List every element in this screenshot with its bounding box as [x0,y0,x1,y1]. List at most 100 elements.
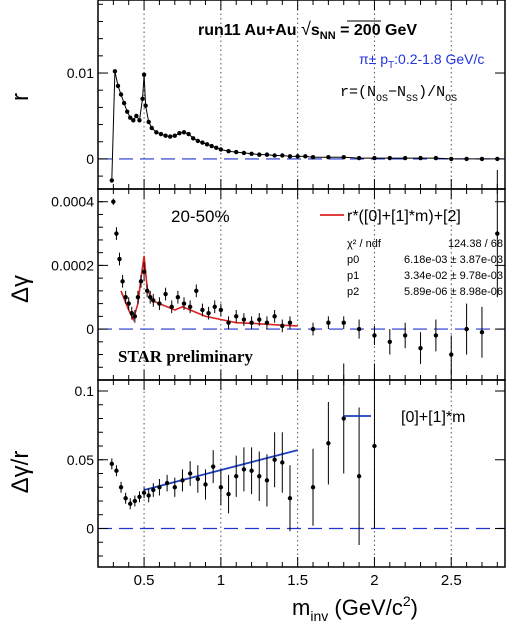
data-point [272,314,277,319]
data-point [195,476,201,482]
data-point [249,320,254,325]
data-point [433,333,439,338]
stat-value: 124.38 / 68 [448,238,503,250]
data-point [310,485,316,490]
data-point [206,310,211,316]
data-point [169,304,174,309]
data-point [164,480,170,486]
data-point [326,320,331,325]
y-tick-label: 0 [86,321,94,337]
data-point [151,298,156,303]
collision-title: run11 Au+Au √sNN = 200 GeV [198,19,417,42]
stat-value: 6.18e-03 ± 3.87e-03 [404,254,503,266]
data-point [212,304,217,309]
r-formula: r=(NOS−NSS)/NOS [340,84,457,105]
data-point [210,464,216,469]
data-point [257,317,262,322]
data-point [187,304,193,309]
data-point [144,288,150,294]
data-point [172,485,177,490]
data-point [479,330,485,335]
middle-ylabel: Δγ [7,275,34,303]
data-point [109,178,115,183]
data-point [157,301,162,306]
x-tick-label: 0.5 [134,572,155,589]
data-point [218,307,224,313]
data-point [449,352,454,357]
data-point [310,326,316,332]
data-point [175,295,181,300]
legend-red-label: r*([0]+[1]*m)+[2] [347,208,461,225]
data-point [218,485,224,490]
x-axis-title: minv (GeV/c2) [292,593,418,624]
data-point [194,288,199,294]
data-point [402,333,408,338]
y-tick-label: 0.0004 [51,194,94,210]
data-point [264,320,270,325]
data-point [356,474,362,479]
top-ylabel: r [7,93,34,101]
data-point [180,478,185,483]
data-point [226,320,231,325]
data-point [203,482,208,487]
stat-name: χ² / ndf [347,238,382,250]
data-points [109,69,500,545]
data-point [257,474,262,479]
y-tick-label: 0 [86,151,94,167]
data-point [418,345,423,351]
stat-value: 3.34e-02 ± 9.78e-03 [404,270,503,282]
data-point [234,474,239,479]
data-point [138,279,144,284]
data-point [495,231,500,236]
data-point [148,295,153,300]
data-point [135,295,141,300]
x-tick-label: 1.5 [287,572,308,589]
data-point [464,326,469,332]
data-point [287,496,293,501]
data-point [109,461,115,467]
data-point [200,307,205,313]
data-point [126,301,131,306]
pid-annotation: π± pT:0.2-1.8 GeV/c [359,51,484,71]
data-point [132,498,138,504]
data-point [287,320,293,325]
data-point [163,291,168,297]
stat-name: p0 [347,254,359,266]
data-point [141,269,147,274]
data-point [272,457,277,462]
data-point [114,231,119,236]
data-point [141,490,147,495]
data-point [128,501,133,506]
fit-stats-box: χ² / ndf 124.38 / 68 p0 6.18e-03 ± 3.87e-03… [347,238,503,298]
r-curve [111,71,498,181]
data-point [341,416,346,421]
data-point [234,314,239,319]
x-tick-label: 1 [217,572,225,589]
data-point [151,487,156,493]
data-point [111,199,116,204]
legend-blue-label: [0]+[1]*m [401,409,465,426]
stat-name: p2 [347,286,359,298]
data-point [372,443,377,449]
y-tick-label: 0.01 [67,65,94,81]
data-point [264,478,270,483]
data-point [157,485,162,490]
data-point [118,485,124,490]
x-tick-label: 2 [370,572,378,589]
data-point [117,256,122,262]
stat-name: p1 [347,270,359,282]
data-point [387,339,393,344]
red-fit-curve [120,255,298,327]
data-point [341,320,346,325]
y-tick-label: 0 [86,521,94,537]
star-preliminary-label: STAR preliminary [118,347,253,366]
data-point [123,295,128,300]
x-tick-label: 2.5 [441,572,462,589]
data-point [146,493,151,498]
data-point [241,317,247,322]
bottom-ylabel: Δγ/r [7,451,34,494]
data-point [241,467,247,472]
y-tick-label: 0.1 [75,383,95,399]
stat-value: 5.89e-06 ± 8.98e-06 [404,286,503,298]
